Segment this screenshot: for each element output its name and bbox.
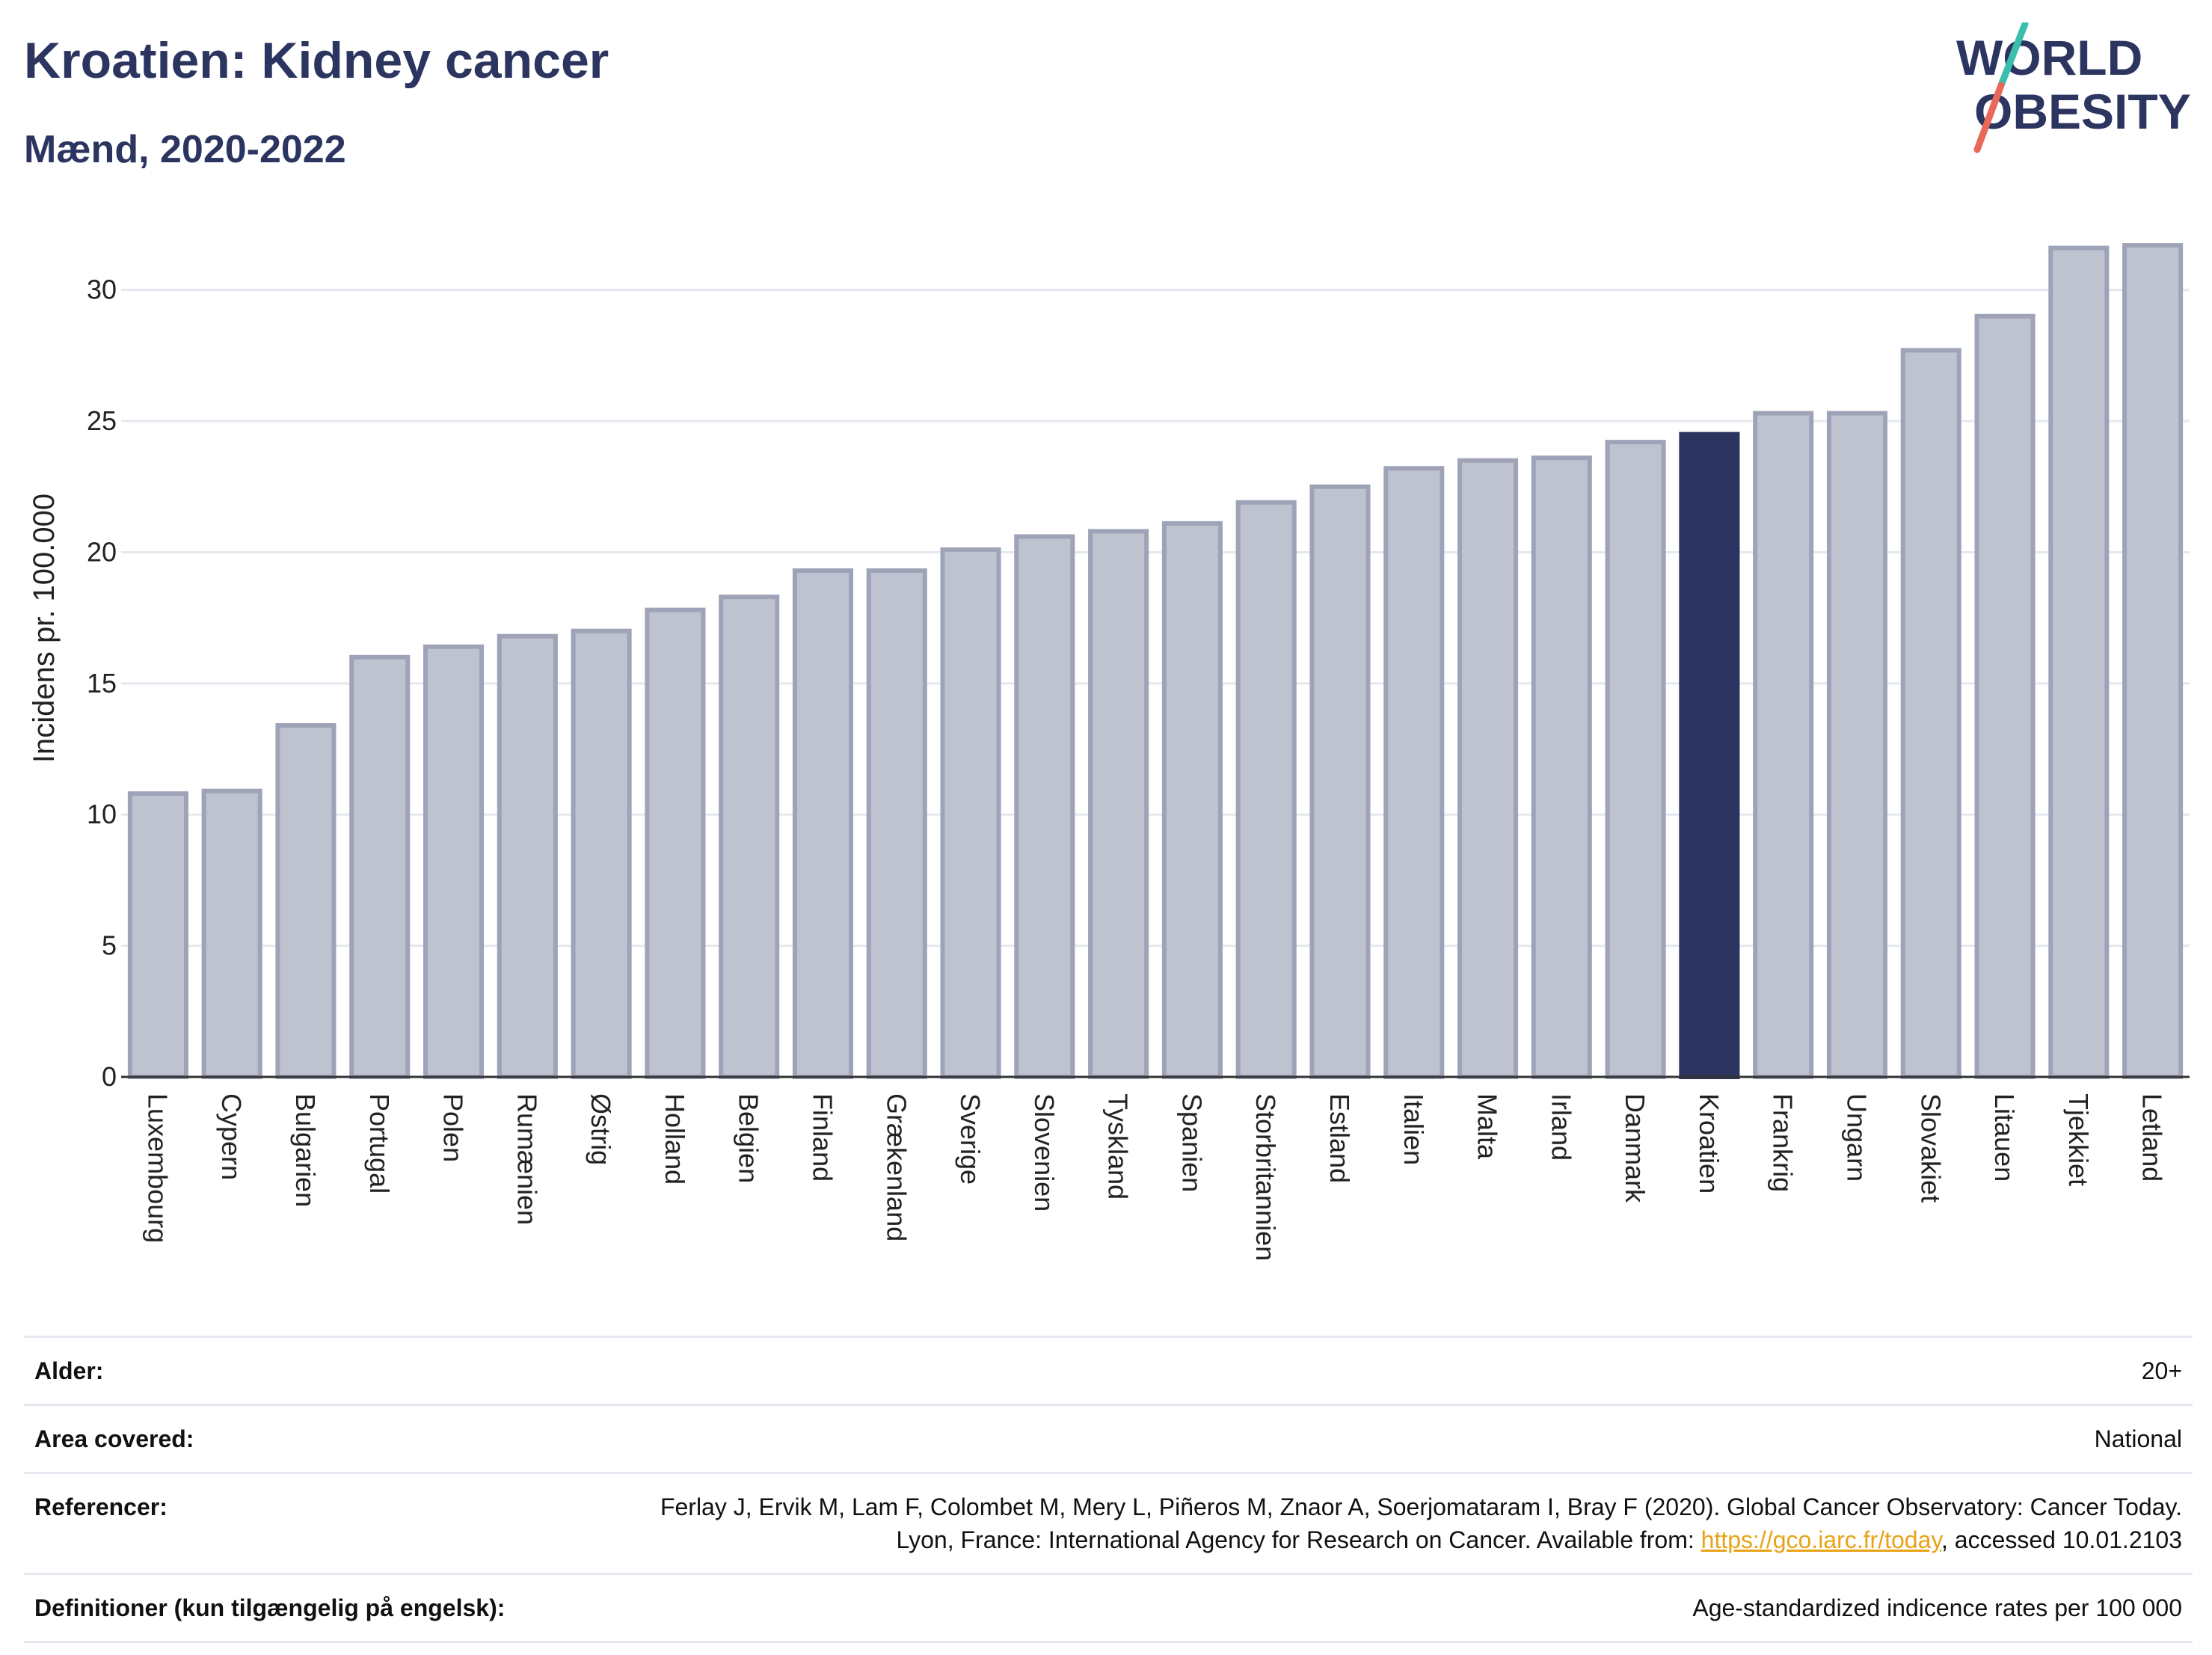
bar-finland: [792, 568, 854, 1079]
x-tick-label: Irland: [1546, 1093, 1576, 1161]
x-tick-label: Rumænien: [511, 1093, 542, 1225]
x-tick-label: Holland: [660, 1093, 690, 1185]
y-tick-label: 15: [87, 668, 117, 698]
bar-malta: [1457, 458, 1519, 1079]
meta-label-age: Alder:: [34, 1357, 104, 1384]
meta-label-area: Area covered:: [34, 1425, 194, 1452]
bar-belgien: [719, 595, 780, 1079]
bar-danmark: [1605, 440, 1666, 1079]
bar-tjekkiet: [2048, 245, 2110, 1080]
chart-title: Kroatien: Kidney cancer: [24, 32, 609, 89]
metadata-table: Alder: 20+ Area covered: National Refere…: [24, 1336, 2193, 1643]
reference-suffix: , accessed 10.01.2103: [1941, 1526, 2182, 1553]
meta-row-references: Referencer: Ferlay J, Ervik M, Lam F, Co…: [24, 1473, 2193, 1574]
bar-ungarn: [1826, 411, 1888, 1079]
y-tick-label: 5: [102, 930, 117, 961]
x-tick-label: Spanien: [1176, 1093, 1207, 1192]
bar-irland: [1531, 455, 1592, 1079]
x-tick-label: Østrig: [586, 1093, 616, 1165]
x-tick-label: Estland: [1324, 1093, 1355, 1183]
bar-luxembourg: [127, 791, 188, 1079]
x-tick-label: Belgien: [734, 1093, 764, 1183]
y-tick-label: 20: [87, 536, 117, 567]
bar-letland: [2122, 243, 2184, 1079]
x-tick-label: Kroatien: [1694, 1093, 1724, 1194]
x-tick-label: Finland: [807, 1093, 838, 1182]
bar-italien: [1383, 466, 1445, 1079]
x-tick-label: Danmark: [1620, 1093, 1650, 1203]
x-tick-label: Slovenien: [1029, 1093, 1060, 1212]
bar-slovakiet: [1900, 348, 1961, 1080]
bar-tyskland: [1088, 529, 1149, 1079]
bar-estland: [1309, 484, 1371, 1079]
meta-value-age: 20+: [2141, 1357, 2182, 1384]
x-tick-label: Portugal: [364, 1093, 395, 1194]
x-tick-label: Slovakiet: [1915, 1093, 1946, 1203]
y-tick-label: 0: [102, 1061, 117, 1092]
x-tick-label: Grækenland: [881, 1093, 912, 1241]
x-tick-label: Sverige: [955, 1093, 986, 1185]
y-tick-label: 25: [87, 405, 117, 436]
logo-slash-bottom: [1973, 82, 2005, 153]
bar-chart: 0 5 10 15 20 25 30 Luxembourg Cypern Bulgarien Po…: [28, 243, 2190, 1261]
meta-row-definitions: Definitioner (kun tilgængelig på engelsk…: [24, 1573, 2193, 1642]
reference-link[interactable]: https://gco.iarc.fr/today: [1701, 1526, 1941, 1553]
logo-line-2: OBESITY: [1974, 84, 2191, 139]
meta-label-definitions: Definitioner (kun tilgængelig på engelsk…: [34, 1594, 506, 1621]
bar-portugal: [349, 654, 411, 1079]
meta-row-age: Alder: 20+: [24, 1336, 2193, 1405]
bars: [127, 243, 2184, 1080]
y-axis-title: Incidens pr. 100.000: [28, 494, 61, 763]
meta-label-references: Referencer:: [34, 1493, 168, 1520]
meta-row-area: Area covered: National: [24, 1404, 2193, 1473]
x-tick-label: Letland: [2137, 1093, 2168, 1182]
bar-storbritannien: [1235, 500, 1297, 1079]
bar-cypern: [201, 788, 262, 1079]
x-tick-label: Malta: [1472, 1093, 1503, 1160]
x-tick-label: Storbritannien: [1250, 1093, 1281, 1261]
meta-value-definitions: Age-standardized indicence rates per 100…: [1692, 1594, 2182, 1621]
bar-polen: [423, 644, 485, 1079]
logo-slash-top: [1997, 22, 2029, 89]
bar-frankrig: [1753, 411, 1814, 1079]
x-tick-label: Polen: [438, 1093, 469, 1162]
y-tick-label: 10: [87, 799, 117, 829]
meta-value-references: Ferlay J, Ervik M, Lam F, Colombet M, Me…: [643, 1473, 2193, 1574]
x-tick-label: Italien: [1398, 1093, 1429, 1165]
bar-bulgarien: [275, 722, 337, 1079]
chart-subtitle: Mænd, 2020-2022: [24, 128, 346, 171]
bar-holland: [645, 607, 706, 1079]
bar-kroatien: [1679, 432, 1740, 1079]
world-obesity-logo: WORLD OBESITY: [1956, 22, 2191, 153]
bar-rumænien: [497, 633, 558, 1079]
reference-text: Ferlay J, Ervik M, Lam F, Colombet M, Me…: [660, 1493, 2182, 1553]
bar-slovenien: [1014, 534, 1075, 1079]
meta-value-area: National: [2094, 1425, 2182, 1452]
x-tick-label: Tyskland: [1103, 1093, 1134, 1200]
bar-spanien: [1161, 521, 1223, 1079]
x-tick-label: Litauen: [1989, 1093, 2020, 1182]
x-axis-labels: Luxembourg Cypern Bulgarien Portugal Polen Ru…: [142, 1093, 2167, 1261]
bar-østrig: [571, 628, 632, 1079]
logo-line-1: WORLD: [1956, 30, 2142, 85]
x-tick-label: Cypern: [216, 1093, 247, 1180]
x-tick-label: Frankrig: [1768, 1093, 1798, 1192]
bar-grækenland: [866, 568, 927, 1079]
x-tick-label: Bulgarien: [290, 1093, 321, 1207]
bar-sverige: [940, 547, 1001, 1079]
x-tick-label: Ungarn: [1841, 1093, 1872, 1182]
y-tick-label: 30: [87, 274, 117, 305]
bar-litauen: [1974, 313, 2036, 1079]
x-tick-label: Luxembourg: [142, 1093, 173, 1243]
x-tick-label: Tjekkiet: [2063, 1093, 2094, 1186]
y-axis-ticks: 0 5 10 15 20 25 30: [87, 274, 117, 1092]
